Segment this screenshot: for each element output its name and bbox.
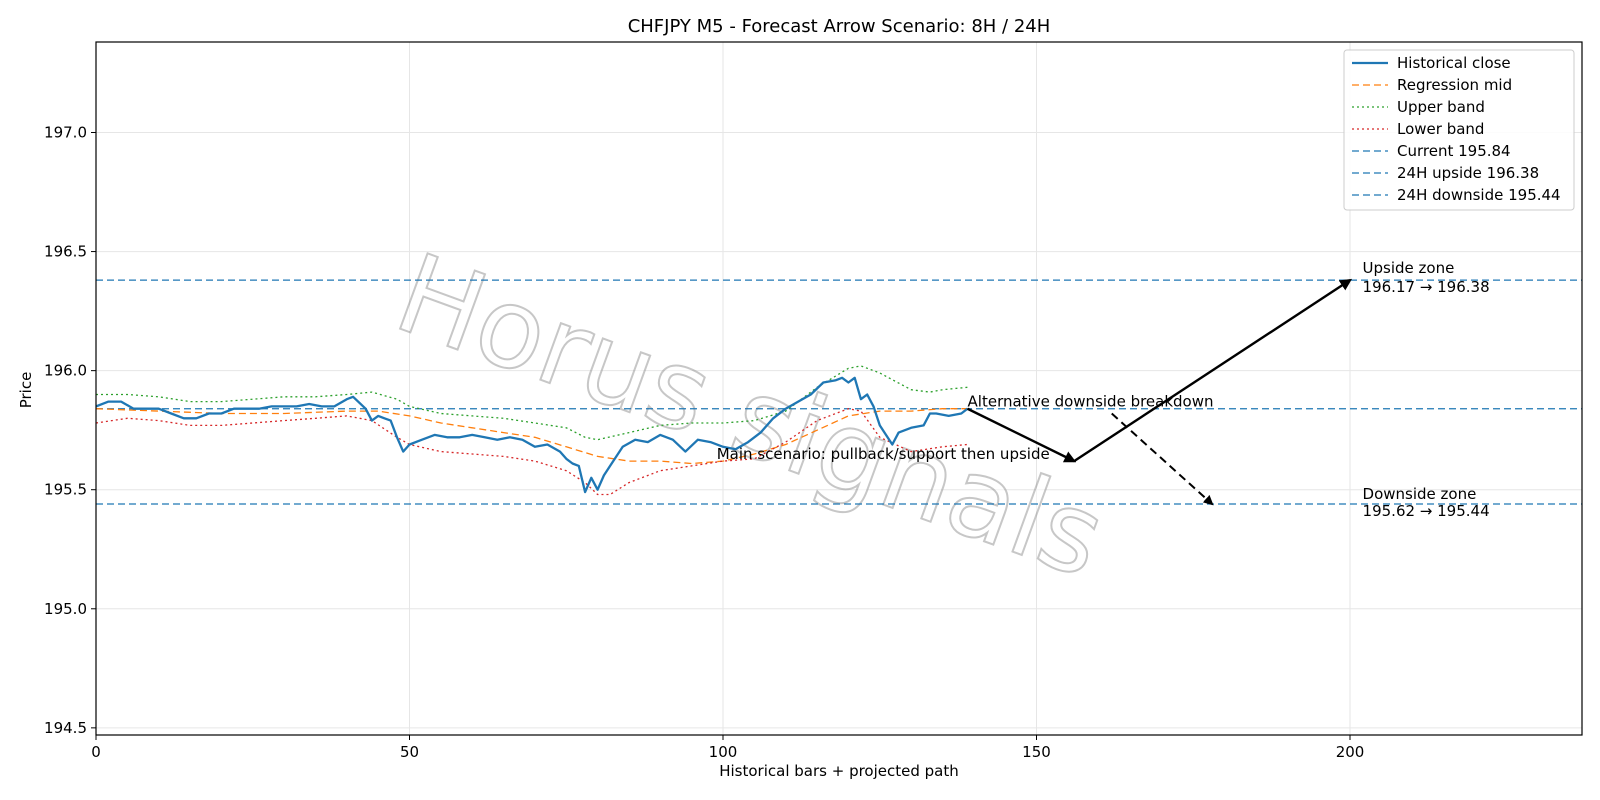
legend: Historical close Regression mid Upper band…: [1343, 49, 1575, 211]
y-tick-label: 197.0: [44, 123, 87, 141]
scenario-arrow: [1111, 412, 1214, 506]
annotation-text: 196.17 → 196.38: [1363, 278, 1490, 296]
scenario-arrow: [1073, 278, 1353, 463]
legend-items: Historical close Regression mid Upper band…: [1352, 54, 1561, 204]
y-axis-ticks: 194.5 195.0 195.5 196.0 196.5 197.0: [44, 123, 96, 737]
reference-lines: [96, 279, 1582, 505]
annotation-text: 195.62 → 195.44: [1363, 502, 1490, 520]
legend-label: Regression mid: [1397, 76, 1512, 94]
x-axis-label: Historical bars + projected path: [719, 762, 959, 780]
legend-label: 24H upside 196.38: [1397, 164, 1539, 182]
plot-frame: [95, 41, 1583, 736]
annotation-text: Downside zone: [1363, 485, 1477, 503]
x-tick-label: 200: [1336, 743, 1365, 761]
y-tick-label: 196.0: [44, 362, 87, 380]
legend-label: Current 195.84: [1397, 142, 1511, 160]
legend-label: Historical close: [1397, 54, 1511, 72]
x-tick-label: 150: [1022, 743, 1051, 761]
x-axis-ticks: 0 50 100 150 200: [91, 735, 1364, 761]
legend-box: [1343, 49, 1575, 211]
scenario-arrows: [967, 278, 1353, 506]
y-axis-label: Price: [17, 372, 35, 409]
legend-label: 24H downside 195.44: [1397, 186, 1561, 204]
series-line: [96, 408, 968, 465]
y-tick-label: 195.5: [44, 481, 87, 499]
annotation-text: Alternative downside breakdown: [968, 392, 1214, 410]
x-tick-label: 100: [709, 743, 738, 761]
grid: [95, 42, 1582, 735]
y-tick-label: 196.5: [44, 243, 87, 261]
series-line: [96, 365, 968, 441]
series-line: [96, 376, 969, 494]
series-lines: [96, 365, 969, 496]
scenario-arrow: [967, 407, 1077, 463]
legend-label: Upper band: [1397, 98, 1485, 116]
x-tick-label: 0: [91, 743, 101, 761]
series-line: [96, 408, 968, 496]
y-tick-label: 195.0: [44, 600, 87, 618]
legend-label: Lower band: [1397, 120, 1484, 138]
x-tick-label: 50: [400, 743, 419, 761]
chart-title: CHFJPY M5 - Forecast Arrow Scenario: 8H …: [628, 16, 1051, 37]
annotation-text: Upside zone: [1363, 259, 1455, 277]
annotation-text: Main scenario: pullback/support then ups…: [717, 445, 1050, 463]
y-tick-label: 194.5: [44, 719, 87, 737]
annotations: Main scenario: pullback/support then ups…: [717, 259, 1490, 520]
